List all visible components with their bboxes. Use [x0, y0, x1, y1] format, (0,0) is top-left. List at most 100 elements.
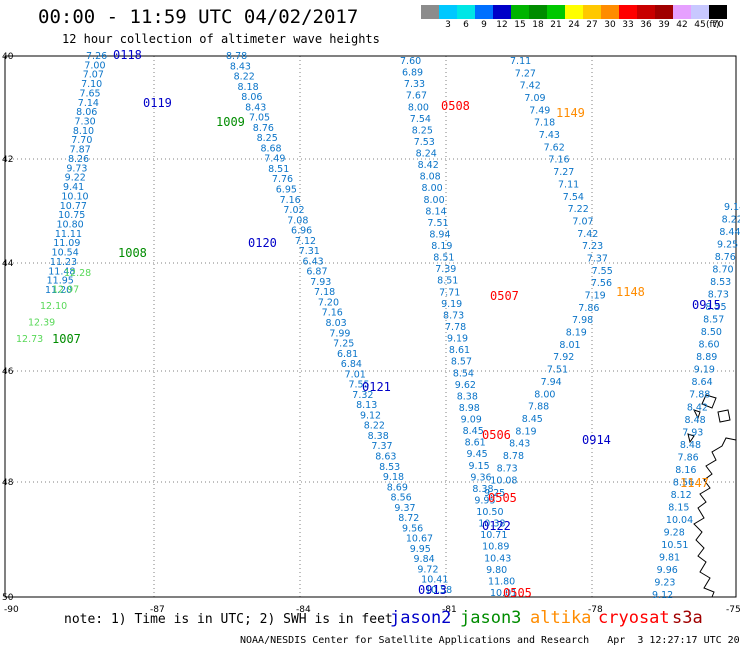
swh-value-cryosat: 9.19	[441, 299, 462, 310]
swh-value-jason2: 8.44	[719, 227, 740, 238]
legend-jason3: jason3	[460, 608, 522, 628]
swh-value-jason2: 7.10	[81, 79, 102, 90]
colorbar-cell	[421, 5, 439, 19]
swh-value-cryosat: 8.14	[425, 206, 446, 217]
swh-value-jason2: 10.80	[56, 219, 83, 230]
swh-value-jason2: 7.01	[345, 369, 366, 380]
swh-value-cryosat: 8.25	[412, 125, 433, 136]
colorbar-cell: 6	[457, 5, 475, 30]
colorbar-label: 30	[604, 20, 616, 30]
swh-value-cryosat: 7.86	[578, 303, 599, 314]
colorbar-cell: 18	[529, 5, 547, 30]
swh-value-cryosat: 9.15	[468, 461, 489, 472]
colorbar-label: 39	[658, 20, 670, 30]
pass-time-label: 1009	[216, 115, 245, 129]
swh-value-jason2: 8.22	[364, 421, 385, 432]
colorbar-cell: 45	[691, 5, 709, 30]
pass-time-label: 0505	[503, 586, 532, 600]
swh-value-jason2: 7.18	[314, 287, 335, 298]
swh-value-cryosat: 11.80	[488, 576, 515, 587]
swh-value-jason2: 8.78	[226, 51, 247, 62]
swh-value-jason2: 8.72	[398, 513, 419, 524]
swh-value-jason2: 9.14	[724, 202, 740, 213]
swh-value-cryosat: 8.00	[408, 102, 429, 113]
map-subtitle: 12 hour collection of altimeter wave hei…	[62, 32, 380, 46]
swh-value-jason2: 8.56	[673, 477, 694, 488]
swh-value-jason2: 9.41	[63, 182, 84, 193]
swh-value-jason2: 7.70	[71, 135, 92, 146]
swh-value-cryosat: 7.07	[572, 216, 593, 227]
swh-value-cryosat: 7.53	[414, 137, 435, 148]
swh-value-cryosat: 10.50	[476, 507, 503, 518]
swh-value-cryosat: 8.98	[459, 403, 480, 414]
map-frame	[4, 55, 737, 598]
swh-value-jason2: 9.72	[417, 564, 438, 575]
swh-value-cryosat: 7.49	[529, 105, 550, 116]
swh-value-cryosat: 7.42	[577, 229, 598, 240]
swh-value-cryosat: 7.27	[553, 167, 574, 178]
swh-value-jason3: 12.10	[40, 301, 67, 312]
legend-cryosat: cryosat	[598, 608, 670, 628]
swh-value-jason3: 12.97	[52, 285, 79, 296]
swh-value-jason2: 7.37	[371, 441, 392, 452]
swh-value-cryosat: 8.38	[457, 391, 478, 402]
colorbar-label: 3	[445, 20, 451, 30]
swh-value-cryosat: 8.01	[559, 340, 580, 351]
colorbar-cell: 24	[565, 5, 583, 30]
swh-value-jason2: 7.00	[84, 60, 105, 71]
swh-value-jason2: 8.15	[668, 502, 689, 513]
swh-value-cryosat: 8.94	[429, 229, 450, 240]
lon-tick-label: -90	[4, 605, 19, 615]
swh-value-cryosat: 7.51	[427, 218, 448, 229]
swh-value-cryosat: 7.18	[534, 118, 555, 129]
swh-value-jason2: 11.11	[55, 229, 82, 240]
swh-value-cryosat: 8.08	[420, 172, 441, 183]
swh-value-cryosat: 9.62	[455, 380, 476, 391]
pass-time-label: 0118	[113, 48, 142, 62]
swh-value-cryosat: 7.23	[582, 241, 603, 252]
swh-value-cryosat: 8.43	[509, 439, 530, 450]
swh-value-cryosat: 8.73	[443, 310, 464, 321]
swh-value-cryosat: 7.27	[515, 68, 536, 79]
swh-value-jason2: 6.87	[306, 267, 327, 278]
swh-value-cryosat: 8.54	[453, 368, 474, 379]
swh-value-cryosat: 7.92	[553, 352, 574, 363]
swh-value-jason2: 7.05	[249, 113, 270, 124]
swh-value-jason2: 8.43	[245, 102, 266, 113]
swh-value-jason2: 11.09	[53, 238, 80, 249]
swh-value-cryosat: 8.45	[522, 414, 543, 425]
swh-value-jason2: 7.88	[689, 390, 710, 401]
colorbar-cell: 12	[493, 5, 511, 30]
swh-value-jason2: 9.84	[414, 554, 435, 565]
swh-value-jason2: 8.25	[257, 133, 278, 144]
pass-time-label: 0119	[143, 96, 172, 110]
swh-value-cryosat: 8.24	[416, 149, 437, 160]
swh-value-cryosat: 8.61	[449, 345, 470, 356]
swh-value-cryosat: 9.19	[447, 334, 468, 345]
swh-value-cryosat: 10.71	[480, 530, 507, 541]
legend-altika: altika	[530, 608, 592, 628]
swh-value-jason2: 9.12	[360, 410, 381, 421]
swh-value-jason2: 7.32	[352, 390, 373, 401]
swh-value-cryosat: 8.38	[472, 484, 493, 495]
swh-value-jason2: 7.20	[318, 297, 339, 308]
swh-value-jason2: 7.02	[283, 205, 304, 216]
swh-value-jason2: 9.56	[402, 523, 423, 534]
pass-time-label: 1148	[616, 285, 645, 299]
swh-value-jason2: 8.50	[701, 327, 722, 338]
swh-value-jason2: 9.12	[652, 590, 673, 601]
swh-value-cryosat: 7.71	[439, 287, 460, 298]
swh-value-jason2: 8.51	[268, 164, 289, 175]
swh-value-cryosat: 9.80	[486, 565, 507, 576]
swh-value-jason2: 10.75	[58, 210, 85, 221]
lat-tick-label: 40	[2, 52, 14, 62]
swh-value-cryosat: 8.73	[497, 463, 518, 474]
swh-value-cryosat: 7.19	[585, 291, 606, 302]
swh-value-cryosat: 7.54	[563, 192, 584, 203]
swh-value-jason2: 11.48	[48, 266, 75, 277]
colorbar-label: 24	[568, 20, 580, 30]
swh-value-cryosat: 7.60	[400, 56, 421, 67]
swh-value-jason2: 8.38	[368, 431, 389, 442]
